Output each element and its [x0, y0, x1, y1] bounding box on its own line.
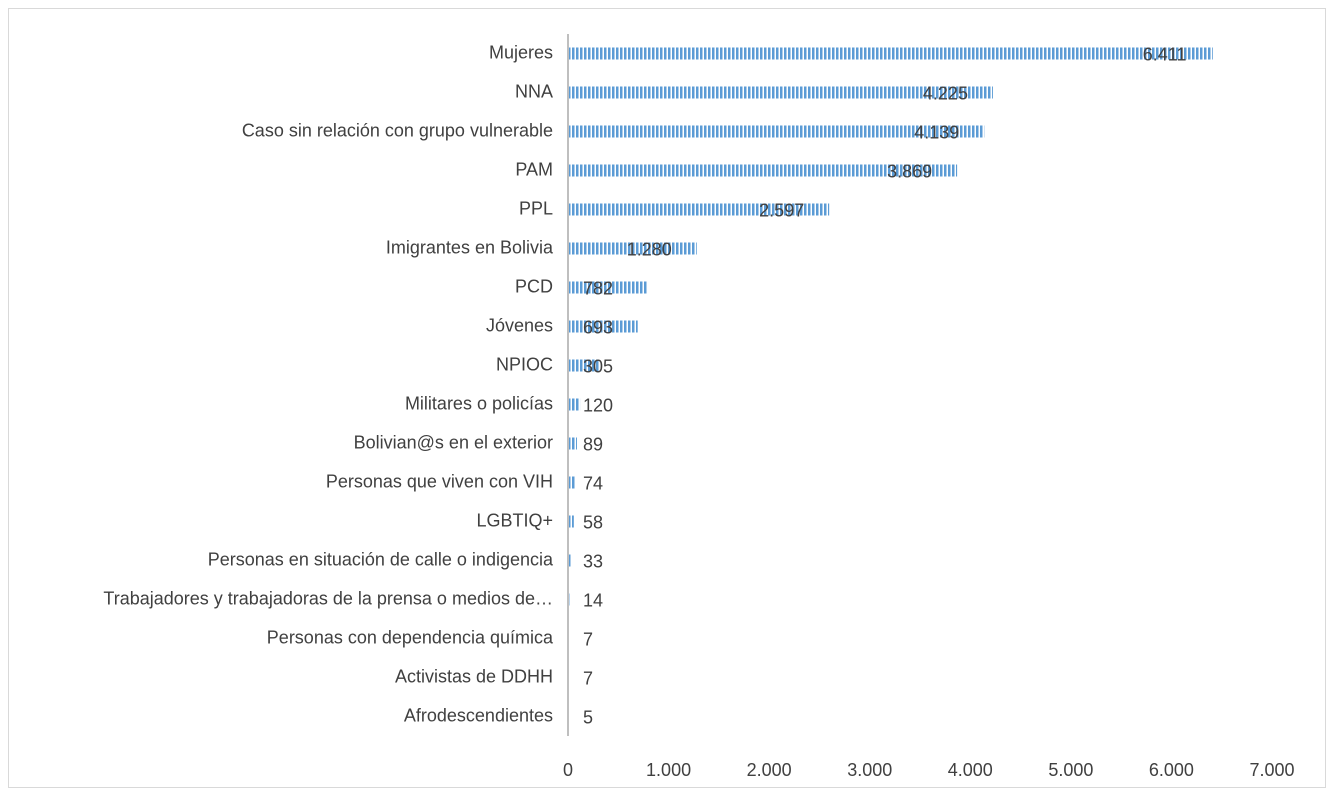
data-label: 1.280 [627, 239, 672, 259]
x-tick-label: 4.000 [948, 760, 993, 780]
y-tick-label: Personas en situación de calle o indigen… [208, 549, 554, 569]
y-tick-label: Trabajadores y trabajadoras de la prensa… [103, 588, 553, 608]
x-tick-label: 6.000 [1149, 760, 1194, 780]
data-label: 782 [583, 278, 613, 298]
bar [568, 437, 577, 450]
y-tick-label: Activistas de DDHH [395, 666, 553, 686]
y-tick-label: Jóvenes [486, 315, 553, 335]
data-label: 7 [583, 629, 593, 649]
bar [568, 47, 1213, 60]
data-label: 74 [583, 473, 603, 493]
bar [568, 242, 697, 255]
y-tick-label: LGBTIQ+ [476, 510, 553, 530]
data-label: 4.139 [914, 122, 959, 142]
y-tick-label: Caso sin relación con grupo vulnerable [242, 120, 553, 140]
y-tick-label: NPIOC [496, 354, 553, 374]
data-label: 3.869 [887, 161, 932, 181]
x-tick-label: 5.000 [1048, 760, 1093, 780]
data-label: 4.225 [923, 83, 968, 103]
bar [568, 515, 574, 528]
y-tick-label: PCD [515, 276, 553, 296]
y-tick-label: Personas con dependencia química [267, 627, 554, 647]
bar [568, 281, 647, 294]
y-tick-label: Mujeres [489, 42, 553, 62]
bar [568, 86, 993, 99]
y-tick-label: Militares o policías [405, 393, 553, 413]
bar [568, 398, 581, 411]
bar [568, 359, 599, 372]
bar [568, 203, 830, 216]
x-tick-label: 1.000 [646, 760, 691, 780]
x-tick-label: 0 [563, 760, 573, 780]
bar [568, 125, 985, 138]
chart-frame [8, 8, 1326, 788]
x-tick-label: 2.000 [747, 760, 792, 780]
data-label: 7 [583, 668, 593, 688]
bar [568, 476, 576, 489]
y-tick-label: Imigrantes en Bolivia [386, 237, 554, 257]
bar [568, 554, 572, 567]
data-label: 6.411 [1143, 44, 1187, 64]
y-tick-label: PAM [515, 159, 553, 179]
y-tick-label: PPL [519, 198, 553, 218]
data-label: 33 [583, 551, 603, 571]
data-label: 89 [583, 434, 603, 454]
data-label: 305 [583, 356, 613, 376]
data-label: 5 [583, 707, 593, 727]
y-tick-label: NNA [515, 81, 553, 101]
data-label: 14 [583, 590, 603, 610]
data-label: 2.597 [759, 200, 804, 220]
y-tick-label: Personas que viven con VIH [326, 471, 553, 491]
x-tick-label: 7.000 [1249, 760, 1294, 780]
x-tick-label: 3.000 [847, 760, 892, 780]
y-tick-label: Bolivian@s en el exterior [354, 432, 553, 452]
data-label: 693 [583, 317, 613, 337]
y-tick-label: Afrodescendientes [404, 705, 553, 725]
data-label: 58 [583, 512, 603, 532]
bar [568, 320, 638, 333]
bar [568, 164, 958, 177]
data-label: 120 [583, 395, 613, 415]
